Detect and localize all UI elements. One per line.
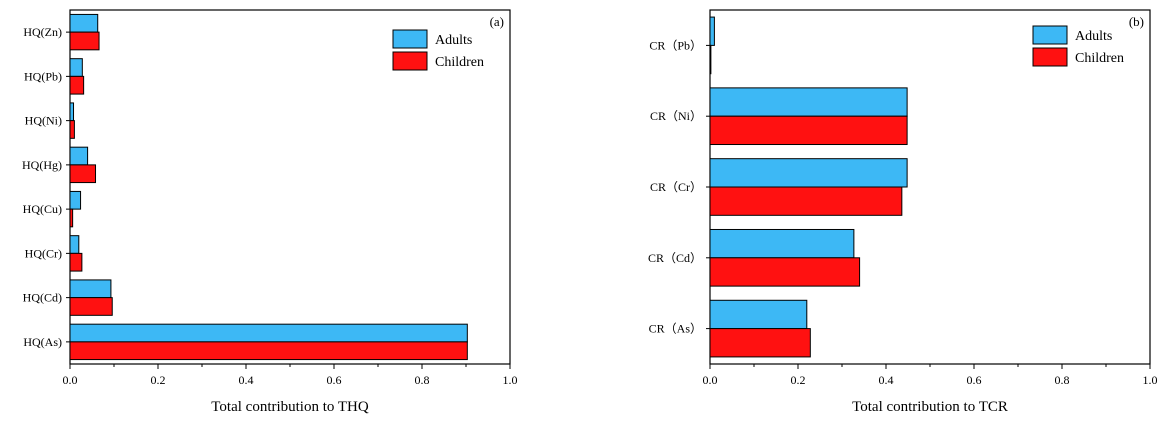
bar-adults-2 bbox=[69, 102, 75, 122]
x-tick-label: 0.2 bbox=[791, 373, 806, 387]
category-label: HQ(Cd) bbox=[23, 291, 62, 305]
x-tick-label: 0.2 bbox=[151, 373, 166, 387]
bar-children-3 bbox=[709, 257, 861, 287]
category-label: HQ(Hg) bbox=[22, 158, 62, 172]
x-axis-label: Total contribution to THQ bbox=[211, 399, 369, 415]
legend: Adults Children bbox=[1032, 25, 1124, 67]
legend-label-children: Children bbox=[1075, 51, 1124, 66]
legend-swatch-children bbox=[1032, 47, 1068, 67]
legend-swatch-children bbox=[392, 51, 428, 71]
category-label: HQ(Ni) bbox=[25, 114, 62, 128]
bar-children-5 bbox=[69, 252, 83, 272]
bar-children-2 bbox=[709, 186, 903, 216]
category-label: CR（Pb） bbox=[649, 38, 702, 52]
category-label: CR（Ni） bbox=[650, 109, 702, 123]
category-label: CR（Cd） bbox=[648, 251, 702, 265]
x-axis-label: Total contribution to TCR bbox=[852, 399, 1008, 415]
bar-adults-3 bbox=[69, 146, 89, 166]
legend-swatch-adults bbox=[1032, 25, 1068, 45]
panel-label: (a) bbox=[490, 14, 504, 29]
bar-adults-0 bbox=[69, 13, 99, 33]
bar-adults-4 bbox=[69, 190, 82, 210]
bar-children-2 bbox=[69, 120, 75, 139]
x-tick-label: 0.6 bbox=[327, 373, 342, 387]
x-tick-label: 0.8 bbox=[1055, 373, 1070, 387]
bar-children-4 bbox=[709, 328, 811, 358]
category-label: HQ(As) bbox=[23, 335, 62, 349]
x-tick-label: 1.0 bbox=[503, 373, 518, 387]
bar-children-4 bbox=[69, 208, 74, 228]
panel-label: (b) bbox=[1129, 14, 1144, 29]
bar-adults-3 bbox=[709, 228, 855, 259]
bar-adults-2 bbox=[709, 158, 908, 188]
legend: Adults Children bbox=[392, 29, 484, 71]
x-tick-label: 0.0 bbox=[703, 373, 718, 387]
bar-children-0 bbox=[69, 31, 100, 51]
chart-panel-b: 0.0 0.2 0.4 0.6 0.8 1.0 Total contribution to … bbox=[648, 9, 1158, 415]
x-tick-label: 0.4 bbox=[879, 373, 894, 387]
category-label: HQ(Zn) bbox=[23, 25, 62, 39]
bar-children-6 bbox=[69, 297, 113, 316]
x-tick-label: 0.6 bbox=[967, 373, 982, 387]
chart-panel-a: 0.0 0.2 0.4 0.6 0.8 1.0 Total contribution to … bbox=[22, 9, 518, 415]
bar-children-1 bbox=[69, 75, 85, 95]
bar-adults-6 bbox=[69, 279, 112, 299]
x-tick-label: 0.8 bbox=[415, 373, 430, 387]
legend-swatch-adults bbox=[392, 29, 428, 49]
bar-adults-5 bbox=[69, 235, 80, 254]
bar-adults-1 bbox=[709, 87, 908, 117]
category-label: CR（Cr） bbox=[650, 180, 702, 194]
bar-adults-1 bbox=[69, 58, 83, 77]
category-label: CR（As） bbox=[649, 322, 702, 336]
category-label: HQ(Pb) bbox=[24, 69, 62, 83]
legend-label-adults: Adults bbox=[435, 33, 472, 48]
category-label: HQ(Cu) bbox=[23, 202, 62, 216]
category-label: HQ(Cr) bbox=[25, 246, 62, 260]
bar-adults-4 bbox=[709, 299, 808, 330]
x-tick-label: 0.4 bbox=[239, 373, 254, 387]
bar-children-0 bbox=[709, 44, 712, 75]
bar-children-7 bbox=[69, 341, 468, 361]
x-tick-label: 0.0 bbox=[63, 373, 78, 387]
bar-children-3 bbox=[69, 164, 97, 184]
legend-label-adults: Adults bbox=[1075, 29, 1112, 44]
bar-adults-7 bbox=[69, 323, 468, 343]
legend-label-children: Children bbox=[435, 55, 484, 70]
bar-adults-0 bbox=[709, 16, 715, 46]
x-tick-label: 1.0 bbox=[1143, 373, 1158, 387]
bar-children-1 bbox=[709, 115, 908, 146]
